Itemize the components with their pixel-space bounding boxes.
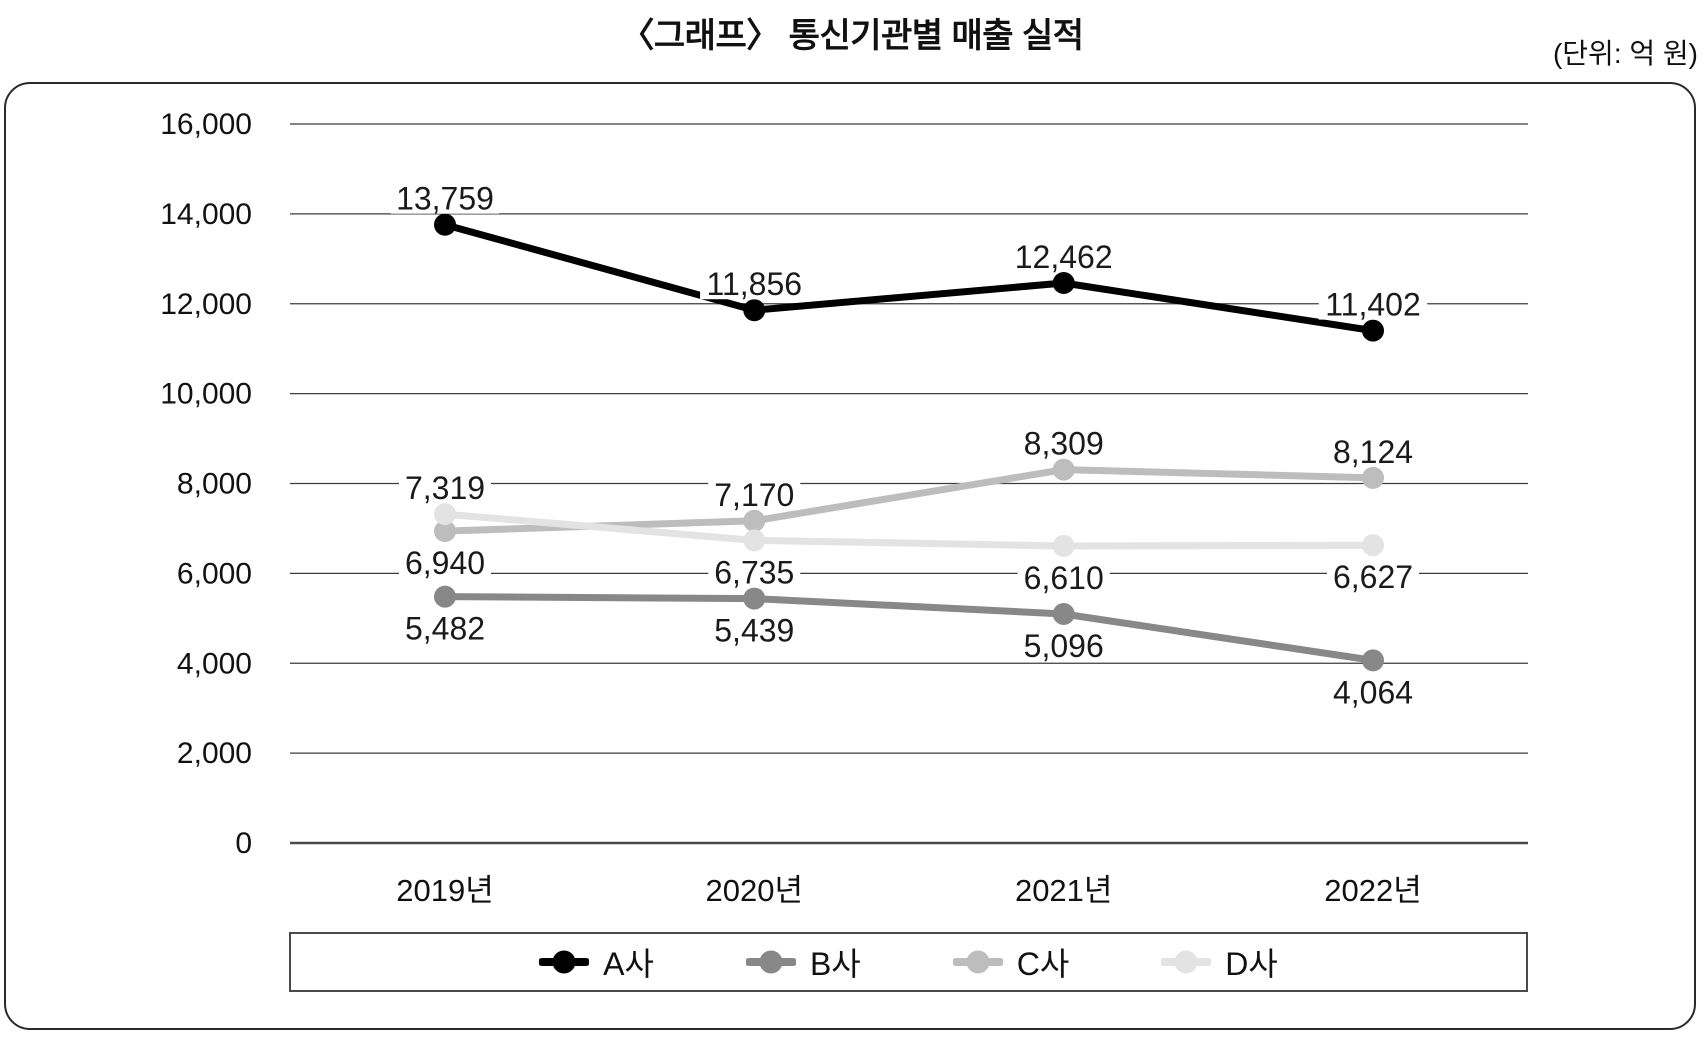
- data-point: [743, 509, 766, 532]
- data-point: [434, 585, 456, 608]
- data-label: 6,735: [714, 554, 794, 590]
- data-label-knockout: [708, 557, 801, 588]
- legend-label-b: B사: [809, 946, 861, 982]
- data-label-knockout: [1327, 677, 1419, 708]
- data-label-knockout: [1318, 289, 1428, 320]
- data-label: 11,856: [707, 266, 803, 302]
- data-label: 13,759: [396, 181, 494, 217]
- data-label-knockout: [708, 615, 801, 646]
- data-point: [1052, 602, 1075, 625]
- y-tick-label: 14,000: [160, 198, 252, 231]
- data-label-knockout: [1017, 428, 1110, 459]
- y-tick-label: 16,000: [160, 108, 252, 141]
- data-label: 6,627: [1333, 559, 1413, 595]
- legend-item-d: D사: [1161, 939, 1278, 985]
- data-label: 6,610: [1024, 560, 1104, 596]
- data-label: 12,462: [1015, 239, 1113, 275]
- x-tick-label: 2022년: [1324, 873, 1421, 908]
- data-label-knockout: [708, 479, 801, 510]
- y-tick-label: 8,000: [177, 468, 252, 501]
- legend-label-d: D사: [1225, 946, 1278, 982]
- data-label: 5,439: [714, 613, 794, 649]
- series-line-B사: [444, 593, 1374, 664]
- data-label: 5,096: [1024, 628, 1104, 664]
- data-point: [743, 299, 766, 322]
- data-point: [743, 529, 766, 552]
- legend-item-a: A사: [539, 939, 654, 985]
- data-label-knockout: [390, 183, 500, 214]
- data-point: [434, 213, 456, 236]
- data-label-knockout: [1327, 562, 1419, 593]
- series-b-marker-icon: [745, 950, 796, 974]
- x-tick-label: 2021년: [1015, 873, 1112, 908]
- data-label: 8,309: [1024, 426, 1104, 462]
- data-label: 6,940: [405, 545, 485, 581]
- y-tick-label: 4,000: [177, 647, 252, 680]
- y-tick-label: 2,000: [177, 737, 252, 770]
- series-a-marker-icon: [539, 950, 590, 974]
- data-point: [1052, 271, 1075, 294]
- data-point: [1362, 534, 1384, 557]
- series-line-A사: [444, 221, 1374, 335]
- data-point: [434, 520, 456, 543]
- x-tick-label: 2020년: [706, 873, 803, 908]
- legend-item-b: B사: [745, 939, 861, 985]
- series-c-marker-icon: [952, 950, 1003, 974]
- data-point: [434, 503, 456, 526]
- data-label-knockout: [700, 269, 809, 300]
- data-label: 11,402: [1325, 287, 1421, 323]
- data-point: [1052, 534, 1075, 557]
- data-label-knockout: [1327, 436, 1419, 467]
- data-point: [743, 587, 766, 610]
- y-tick-label: 0: [235, 827, 252, 860]
- series-line-C사: [444, 466, 1374, 535]
- legend-item-c: C사: [952, 939, 1070, 985]
- x-tick-label: 2019년: [396, 873, 493, 908]
- data-label: 7,170: [714, 477, 794, 513]
- data-label-knockout: [1009, 241, 1118, 272]
- page-title: 〈그래프〉 통신기관별 매출 실적: [620, 17, 1084, 55]
- series-d-marker-icon: [1161, 950, 1212, 974]
- y-tick-label: 10,000: [160, 378, 252, 411]
- chart-frame: [4, 82, 1696, 1030]
- legend-label-c: C사: [1016, 946, 1070, 982]
- data-label: 8,124: [1333, 434, 1413, 470]
- data-point: [1362, 649, 1384, 672]
- legend: A사 B사 C사 D사: [289, 932, 1528, 992]
- data-label: 4,064: [1333, 674, 1413, 710]
- data-label: 7,319: [405, 470, 485, 506]
- data-label-knockout: [399, 473, 491, 504]
- data-label-knockout: [1017, 562, 1110, 593]
- data-label-knockout: [399, 613, 491, 644]
- y-tick-label: 6,000: [177, 557, 252, 590]
- series-line-D사: [444, 510, 1374, 550]
- data-point: [1362, 466, 1384, 489]
- y-tick-label: 12,000: [160, 288, 252, 321]
- data-label-knockout: [399, 548, 491, 579]
- data-label: 5,482: [405, 611, 485, 647]
- legend-label-a: A사: [603, 946, 654, 982]
- unit-note: (단위: 억 원): [1552, 38, 1698, 69]
- data-point: [1052, 458, 1075, 481]
- data-point: [1362, 319, 1384, 342]
- data-label-knockout: [1017, 630, 1110, 661]
